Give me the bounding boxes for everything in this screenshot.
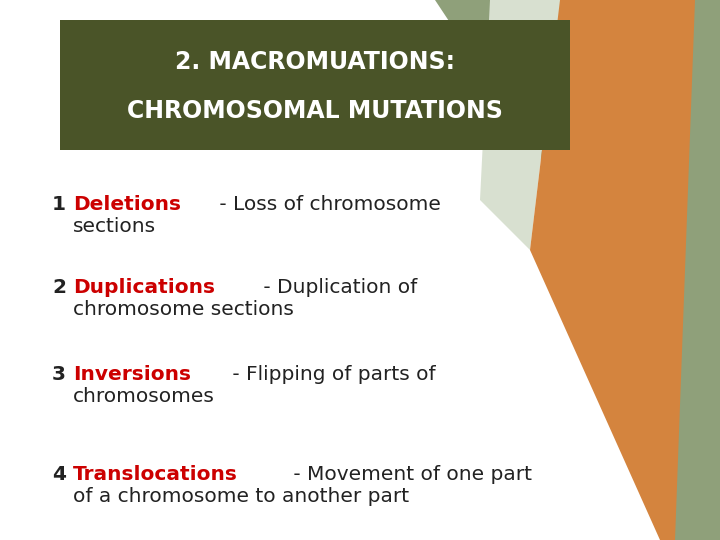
Text: Inversions: Inversions [73,365,191,384]
Text: 1: 1 [52,195,66,214]
Polygon shape [480,0,565,250]
Text: Deletions: Deletions [73,195,181,214]
Text: chromosome sections: chromosome sections [73,300,294,319]
Text: - Movement of one part: - Movement of one part [287,465,532,484]
Polygon shape [675,0,720,540]
Text: sections: sections [73,217,156,236]
Text: 3: 3 [52,365,66,384]
FancyBboxPatch shape [60,20,570,150]
Text: Duplications: Duplications [73,278,215,297]
Text: Translocations: Translocations [73,465,238,484]
Text: 2: 2 [52,278,66,297]
Polygon shape [500,0,720,365]
Text: - Duplication of: - Duplication of [258,278,418,297]
Text: chromosomes: chromosomes [73,387,215,406]
Text: of a chromosome to another part: of a chromosome to another part [73,487,409,506]
Polygon shape [435,0,720,430]
Polygon shape [530,0,720,540]
Text: CHROMOSOMAL MUTATIONS: CHROMOSOMAL MUTATIONS [127,99,503,123]
Text: 2. MACROMUATIONS:: 2. MACROMUATIONS: [175,50,455,73]
Polygon shape [560,0,720,280]
Text: - Loss of chromosome: - Loss of chromosome [213,195,441,214]
Text: - Flipping of parts of: - Flipping of parts of [226,365,436,384]
Text: 4: 4 [52,465,66,484]
